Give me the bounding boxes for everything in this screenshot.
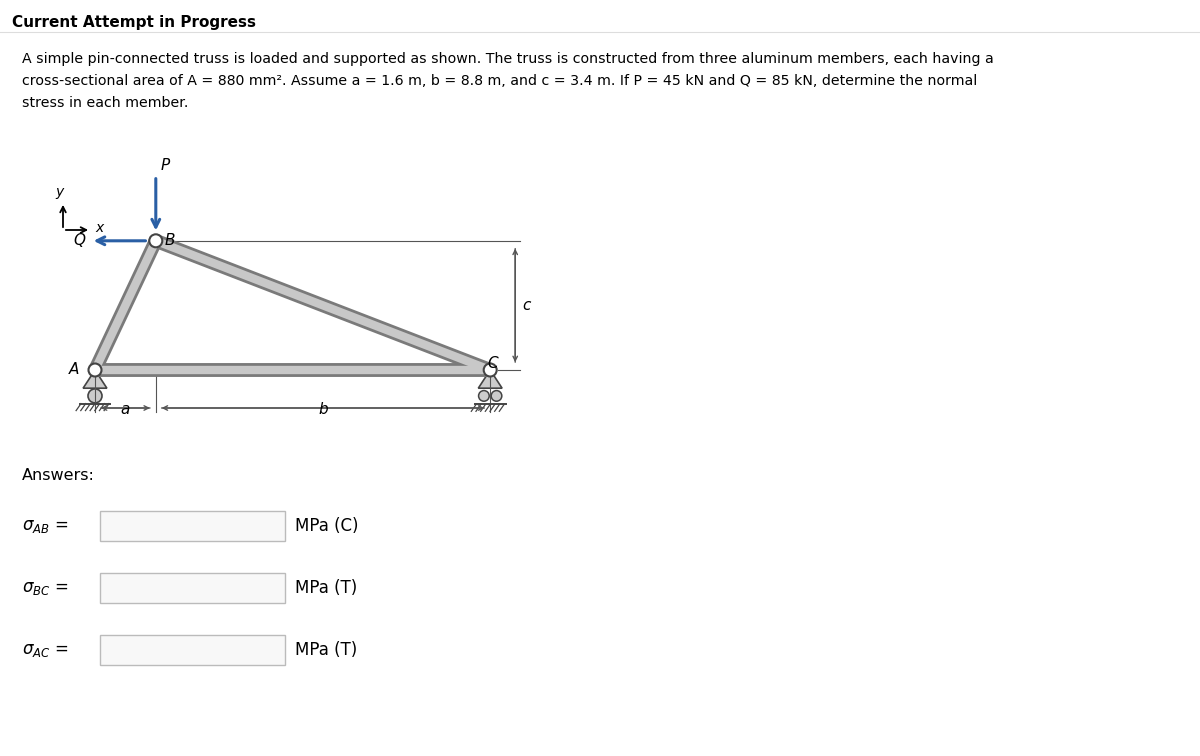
Text: $\sigma_{AC}$ =: $\sigma_{AC}$ = <box>22 641 68 659</box>
Text: cross-sectional area of A = 880 mm². Assume a = 1.6 m, b = 8.8 m, and c = 3.4 m.: cross-sectional area of A = 880 mm². Ass… <box>22 74 977 88</box>
Text: x: x <box>95 221 103 235</box>
Bar <box>100 573 286 603</box>
Text: Q: Q <box>74 234 86 248</box>
Text: P: P <box>161 158 170 173</box>
Text: B: B <box>164 234 175 248</box>
FancyArrowPatch shape <box>101 406 149 411</box>
Polygon shape <box>479 370 502 388</box>
Text: C: C <box>487 356 498 371</box>
Text: A simple pin-connected truss is loaded and supported as shown. The truss is cons: A simple pin-connected truss is loaded a… <box>22 52 994 66</box>
FancyArrowPatch shape <box>512 250 517 362</box>
Circle shape <box>491 391 502 401</box>
Text: MPa (T): MPa (T) <box>295 579 358 597</box>
Text: MPa (T): MPa (T) <box>295 641 358 659</box>
Text: $\sigma_{AB}$ =: $\sigma_{AB}$ = <box>22 517 68 535</box>
FancyArrowPatch shape <box>162 406 482 411</box>
Circle shape <box>479 391 490 401</box>
Text: y: y <box>55 185 64 199</box>
Circle shape <box>484 364 497 376</box>
Text: Answers:: Answers: <box>22 468 95 483</box>
Text: Current Attempt in Progress: Current Attempt in Progress <box>12 15 256 30</box>
Text: stress in each member.: stress in each member. <box>22 96 188 110</box>
Bar <box>100 635 286 665</box>
Text: MPa (C): MPa (C) <box>295 517 359 535</box>
FancyArrowPatch shape <box>97 237 145 245</box>
FancyArrowPatch shape <box>512 249 517 361</box>
FancyArrowPatch shape <box>163 406 485 411</box>
FancyArrowPatch shape <box>152 178 160 227</box>
Text: c: c <box>522 298 530 313</box>
FancyArrowPatch shape <box>102 406 150 411</box>
Text: b: b <box>318 402 328 417</box>
Circle shape <box>88 389 102 403</box>
Polygon shape <box>83 370 107 388</box>
Circle shape <box>149 234 162 247</box>
Text: a: a <box>121 402 130 417</box>
Circle shape <box>89 364 102 376</box>
Text: $\sigma_{BC}$ =: $\sigma_{BC}$ = <box>22 579 68 597</box>
Bar <box>100 511 286 541</box>
Text: A: A <box>68 362 79 377</box>
